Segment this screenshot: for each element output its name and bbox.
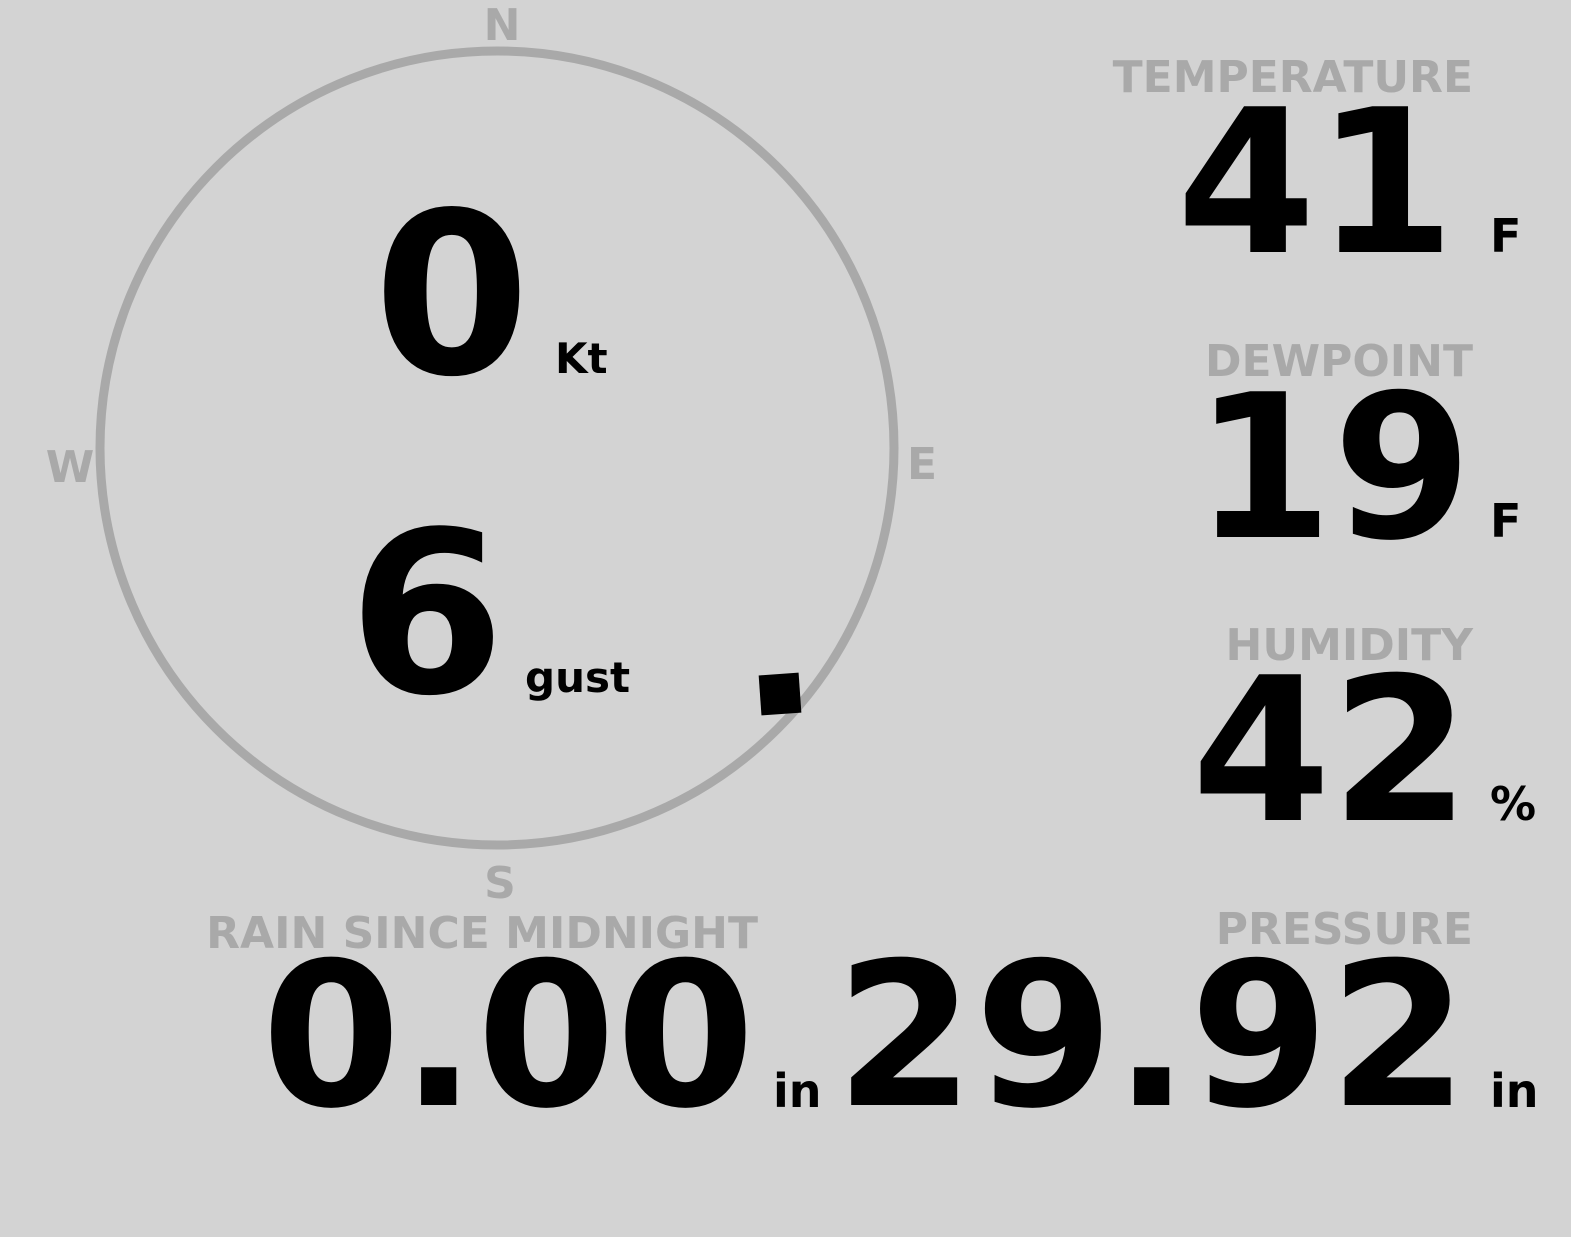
humidity-unit: % bbox=[1490, 777, 1536, 831]
rain-value: 0.00 bbox=[262, 920, 755, 1153]
dewpoint-label: DEWPOINT bbox=[1205, 336, 1473, 387]
wind-speed: 0 bbox=[373, 165, 530, 427]
pressure-label: PRESSURE bbox=[1216, 904, 1473, 955]
wind-direction-marker bbox=[758, 672, 802, 716]
temperature-value: 41 bbox=[1177, 67, 1455, 300]
compass-south: S bbox=[484, 858, 516, 909]
humidity-value: 42 bbox=[1192, 635, 1470, 868]
compass-north: N bbox=[484, 0, 521, 51]
compass-west: W bbox=[46, 442, 95, 493]
dewpoint-value: 19 bbox=[1194, 352, 1472, 585]
humidity-label: HUMIDITY bbox=[1226, 620, 1475, 671]
marker-diamond bbox=[758, 672, 802, 716]
temperature-unit: F bbox=[1490, 209, 1521, 263]
wind-gust-unit: gust bbox=[525, 653, 630, 702]
pressure-unit: in bbox=[1490, 1064, 1539, 1118]
rain-label: RAIN SINCE MIDNIGHT bbox=[206, 908, 758, 959]
wind-gust: 6 bbox=[348, 484, 505, 746]
pressure-value: 29.92 bbox=[835, 920, 1468, 1153]
dewpoint-unit: F bbox=[1490, 494, 1521, 548]
rain-unit: in bbox=[773, 1064, 822, 1118]
wind-speed-unit: Kt bbox=[555, 334, 608, 383]
compass-ring bbox=[95, 46, 899, 850]
temperature-label: TEMPERATURE bbox=[1113, 52, 1473, 103]
compass-east: E bbox=[907, 439, 937, 490]
